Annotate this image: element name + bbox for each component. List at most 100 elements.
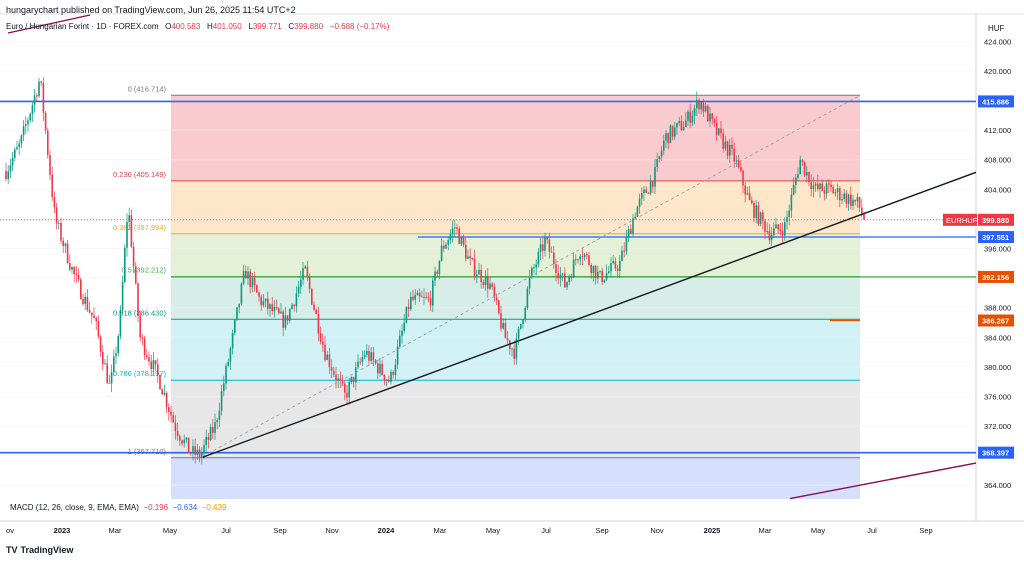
candle-body — [390, 372, 392, 382]
candle-body — [748, 193, 751, 201]
time-axis-tick: Mar — [759, 526, 772, 535]
candle-body — [108, 382, 111, 384]
time-axis-tick: May — [163, 526, 177, 535]
candle-body — [832, 187, 834, 194]
candle-body — [720, 128, 722, 134]
candle-body — [71, 267, 73, 270]
time-axis-tick: Sep — [919, 526, 932, 535]
candle-body — [460, 236, 463, 244]
candle-body — [240, 283, 243, 304]
candle-body — [212, 426, 214, 433]
candle-body — [179, 436, 181, 441]
candle-body — [489, 283, 491, 289]
candle-body — [722, 133, 724, 149]
candle-body — [357, 361, 359, 368]
candle-body — [381, 363, 383, 375]
candle-body — [581, 256, 584, 258]
candle-body — [861, 207, 863, 214]
fib-band-0-618 — [171, 319, 860, 381]
candle-body — [676, 123, 678, 128]
candle-body — [132, 246, 135, 267]
tradingview-logo[interactable]: TV TradingView — [6, 545, 73, 555]
price-axis-tick: 380.000 — [984, 363, 1011, 372]
candle-body — [117, 336, 119, 354]
candle-body — [854, 199, 856, 202]
candle-body — [744, 185, 746, 195]
fib-level-label: 0.618 (386.430) — [113, 308, 166, 317]
price-axis-tick: 376.000 — [984, 392, 1011, 401]
candle-body — [324, 344, 326, 361]
candle-body — [759, 212, 762, 225]
candle-body — [16, 147, 18, 150]
candle-body — [38, 81, 40, 97]
candle-body — [733, 148, 735, 162]
candle-body — [93, 315, 95, 319]
candle-body — [425, 296, 427, 298]
candle-body — [729, 144, 731, 156]
fib-band-0-786 — [171, 380, 860, 458]
candle-body — [449, 234, 452, 241]
candle-body — [465, 244, 467, 259]
candle-body — [526, 288, 529, 308]
candle-body — [399, 335, 401, 347]
candle-body — [654, 166, 656, 187]
candle-body — [253, 277, 256, 286]
candle-body — [203, 445, 205, 453]
price-axis-tick: 388.000 — [984, 304, 1011, 313]
price-tag-bg — [978, 270, 1014, 283]
candle-body — [658, 156, 661, 160]
candle-body — [247, 271, 249, 279]
candle-body — [638, 198, 641, 207]
candle-body — [812, 185, 815, 189]
candle-body — [337, 378, 339, 381]
candle-body — [97, 321, 100, 337]
candle-body — [27, 120, 29, 125]
candle-body — [115, 353, 117, 357]
candle-body — [451, 228, 454, 235]
candle-body — [432, 280, 434, 306]
candle-body — [649, 181, 652, 194]
candle-body — [135, 266, 137, 284]
time-axis-tick: 2024 — [378, 526, 396, 535]
candle-body — [220, 391, 223, 411]
candle-body — [264, 298, 267, 302]
candle-body — [110, 372, 113, 384]
candle-body — [542, 244, 544, 251]
candle-body — [850, 194, 852, 206]
candle-body — [795, 177, 797, 185]
candle-body — [330, 367, 333, 371]
candle-body — [537, 251, 540, 265]
candle-body — [58, 223, 60, 224]
symbol-legend: Euro / Hungarian Forint · 1D · FOREX.com… — [6, 22, 390, 31]
candle-body — [696, 100, 698, 109]
candle-body — [856, 197, 859, 202]
candle-body — [625, 237, 628, 252]
candle-body — [784, 221, 786, 236]
candle-body — [119, 310, 122, 337]
candle-body — [77, 274, 80, 280]
candle-body — [128, 215, 130, 222]
candle-body — [73, 267, 75, 275]
candle-body — [359, 361, 361, 363]
candle-body — [601, 270, 603, 282]
candle-body — [478, 269, 480, 275]
candle-body — [656, 159, 658, 167]
candle-body — [513, 348, 515, 359]
candle-body — [242, 271, 245, 284]
candle-body — [689, 111, 691, 123]
candle-body — [702, 102, 705, 112]
candle-body — [137, 283, 139, 316]
candle-body — [685, 120, 687, 128]
fib-level-label: 0.236 (405.149) — [113, 170, 166, 179]
candle-body — [803, 161, 806, 176]
candle-body — [671, 125, 674, 137]
time-axis-tick: Sep — [595, 526, 608, 535]
candle-body — [577, 259, 579, 261]
candle-body — [817, 183, 819, 190]
macd-value-2: −0.634 — [172, 503, 198, 512]
candle-body — [370, 352, 372, 361]
candle-body — [306, 266, 309, 277]
candle-body — [69, 263, 71, 270]
